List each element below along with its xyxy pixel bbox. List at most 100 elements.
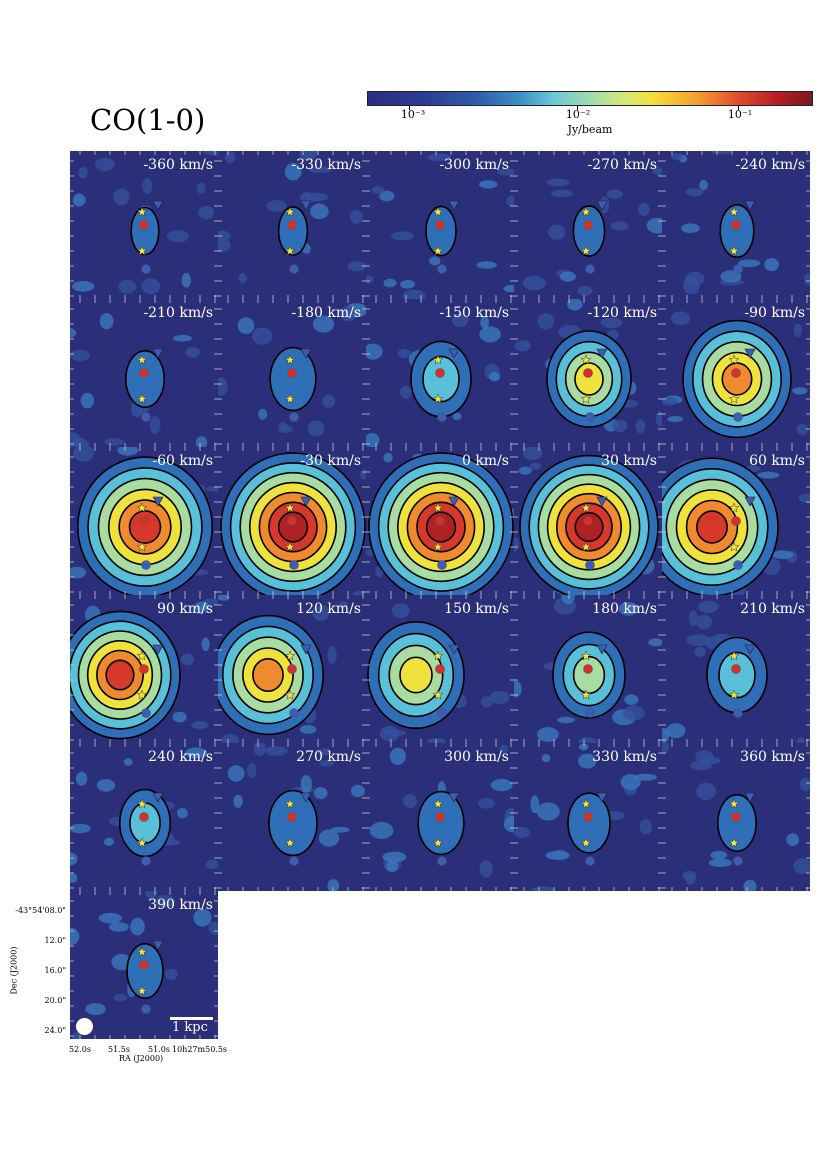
noise-blob	[532, 886, 556, 891]
noise-blob	[796, 423, 808, 436]
blue-circle-marker	[437, 264, 447, 274]
emission-contour	[425, 205, 457, 257]
blue-circle-marker	[437, 560, 447, 570]
red-circle-marker	[435, 516, 445, 526]
dec-tick-label: 20.0"	[44, 996, 67, 1005]
noise-blob	[233, 794, 243, 808]
triangle-marker	[300, 644, 312, 655]
noise-blob	[113, 993, 128, 1002]
noise-blob	[400, 280, 415, 289]
blue-circle-marker	[289, 708, 299, 718]
triangle-marker	[152, 792, 164, 803]
star-marker	[580, 393, 592, 404]
velocity-label: -120 km/s	[587, 305, 657, 321]
star-marker	[580, 689, 592, 700]
triangle-marker	[300, 496, 312, 507]
noise-blob	[694, 646, 706, 657]
noise-blob	[499, 744, 509, 754]
noise-blob	[390, 231, 414, 241]
beam-ellipse	[76, 1018, 93, 1035]
blue-circle-marker	[585, 264, 595, 274]
channel-panel: 30 km/s	[514, 447, 662, 595]
star-marker	[728, 798, 740, 809]
red-circle-marker	[583, 664, 593, 674]
channel-map	[514, 151, 662, 299]
emission-contour	[124, 349, 166, 409]
noise-blob	[578, 737, 598, 743]
noise-blob	[70, 566, 86, 579]
noise-blob	[708, 858, 732, 868]
triangle-marker	[448, 792, 460, 803]
noise-blob	[198, 206, 215, 220]
channel-map	[366, 743, 514, 891]
noise-blob	[506, 195, 514, 207]
noise-blob	[117, 447, 139, 456]
red-circle-marker	[731, 516, 741, 526]
triangle-marker	[448, 348, 460, 359]
noise-blob	[796, 737, 806, 743]
noise-blob	[185, 347, 200, 358]
noise-blob	[173, 334, 192, 342]
velocity-label: 270 km/s	[296, 749, 361, 765]
colorbar	[367, 91, 813, 106]
noise-blob	[798, 493, 810, 504]
noise-blob	[618, 602, 639, 616]
velocity-label: 0 km/s	[461, 453, 509, 469]
emission-contour	[126, 942, 164, 1000]
noise-blob	[299, 724, 317, 734]
colorbar-tick-label: 10⁻³	[400, 108, 426, 121]
noise-blob	[227, 765, 245, 782]
emission-contour	[130, 206, 160, 256]
noise-blob	[379, 190, 395, 202]
noise-blob	[479, 180, 498, 189]
channel-panel: -120 km/s	[514, 299, 662, 447]
channel-map	[514, 595, 662, 743]
triangle-marker	[152, 940, 164, 951]
channel-map	[70, 151, 218, 299]
noise-blob	[327, 646, 337, 665]
channel-map	[70, 743, 218, 891]
noise-blob	[247, 763, 257, 779]
channel-map	[218, 151, 366, 299]
triangle-marker	[744, 792, 756, 803]
star-marker	[432, 206, 444, 217]
blue-circle-marker	[289, 264, 299, 274]
star-marker	[728, 354, 740, 365]
noise-blob	[688, 610, 698, 627]
noise-blob	[685, 188, 704, 197]
red-circle-marker	[139, 960, 149, 970]
red-circle-marker	[287, 220, 297, 230]
channel-map	[662, 447, 810, 595]
noise-blob	[379, 725, 400, 742]
noise-blob	[559, 271, 576, 282]
ra-tick-label: 51.0s	[148, 1045, 170, 1054]
velocity-label: -210 km/s	[143, 305, 213, 321]
star-marker	[432, 354, 444, 365]
noise-blob	[319, 760, 334, 767]
noise-blob	[177, 807, 188, 819]
triangle-marker	[152, 200, 164, 211]
noise-blob	[98, 912, 122, 924]
triangle-marker	[744, 200, 756, 211]
noise-blob	[427, 153, 451, 162]
star-marker	[432, 650, 444, 661]
noise-blob	[530, 795, 540, 814]
star-marker	[284, 541, 296, 552]
noise-blob	[452, 412, 462, 421]
star-marker	[284, 798, 296, 809]
blue-circle-marker	[437, 708, 447, 718]
channel-map	[70, 891, 218, 1039]
emission-contour	[719, 203, 755, 259]
star-marker	[728, 393, 740, 404]
blue-circle-marker	[733, 412, 743, 422]
colorbar-label: Jy/beam	[567, 123, 613, 136]
star-marker	[728, 689, 740, 700]
emission-contour	[277, 206, 309, 256]
triangle-marker	[300, 792, 312, 803]
noise-blob	[624, 694, 639, 705]
channel-panel: -240 km/s	[662, 151, 810, 299]
velocity-label: -300 km/s	[439, 157, 509, 173]
noise-blob	[402, 289, 426, 299]
noise-blob	[561, 595, 575, 605]
noise-blob	[218, 595, 230, 601]
